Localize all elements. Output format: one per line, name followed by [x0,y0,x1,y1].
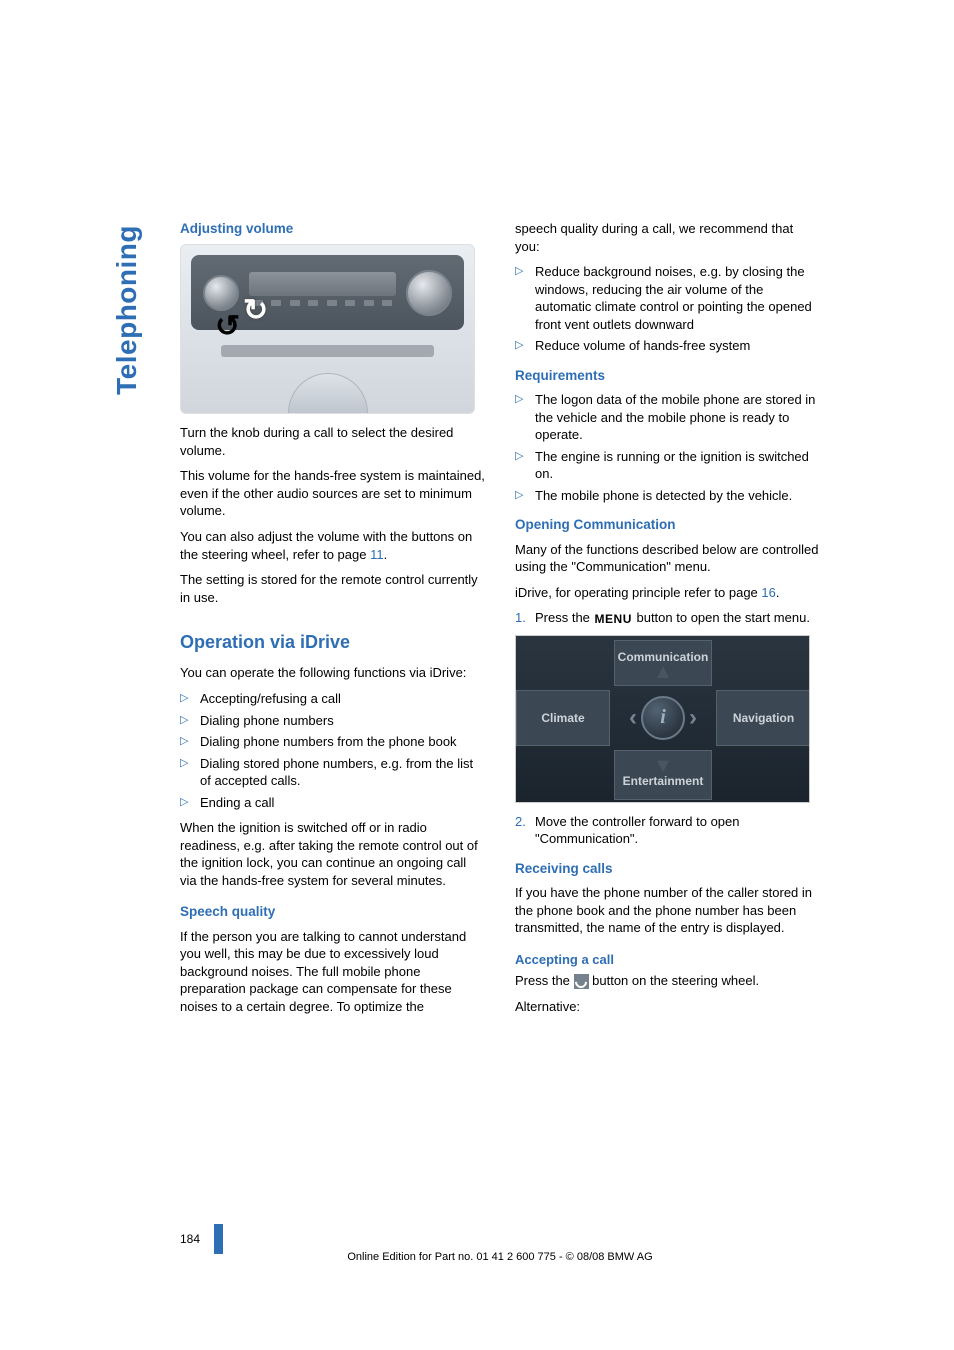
volume-arrow-ccw-icon: ↺ [215,307,240,348]
para-operate-functions: You can operate the following functions … [180,664,485,682]
para-accept-press: Press the button on the steering wheel. [515,972,820,990]
radio-cd-slot [221,345,434,357]
list-item: The logon data of the mobile phone are s… [515,391,820,444]
heading-receiving-calls: Receiving calls [515,860,820,878]
phone-button-icon [574,974,589,989]
radio-display [249,272,396,296]
para-speech-cont: speech quality during a call, we recomme… [515,220,820,255]
para-accept-alternative: Alternative: [515,998,820,1016]
chevron-left-icon: ‹ [629,702,637,734]
heading-speech-quality: Speech quality [180,903,485,921]
list-idrive-functions: Accepting/refusing a call Dialing phone … [180,690,485,811]
steps-open-communication: Press the MENU button to open the start … [515,609,820,627]
heading-operation-idrive: Operation via iDrive [180,630,485,654]
list-speech-recommend: Reduce background noises, e.g. by closin… [515,263,820,355]
list-item: Dialing phone numbers [180,712,485,730]
arrow-down-icon: ▼ [653,761,673,771]
volume-arrow-cw-icon: ↻ [243,291,268,332]
heading-accepting-call: Accepting a call [515,951,820,969]
menu-cell-climate: Climate [516,690,610,746]
heading-adjusting-volume: Adjusting volume [180,220,485,238]
list-item: Dialing stored phone numbers, e.g. from … [180,755,485,790]
list-item: Ending a call [180,794,485,812]
link-page-16[interactable]: 16 [761,585,775,600]
para-speech-quality: If the person you are talking to cannot … [180,928,485,1016]
para-steering-wheel: You can also adjust the volume with the … [180,528,485,563]
steps-open-communication-2: Move the controller forward to open "Com… [515,813,820,848]
left-column: Adjusting volume ↻ [180,220,485,1023]
heading-requirements: Requirements [515,367,820,385]
list-item: Reduce background noises, e.g. by closin… [515,263,820,333]
para-setting-stored: The setting is stored for the remote con… [180,571,485,606]
right-column: speech quality during a call, we recomme… [515,220,820,1023]
figure-idrive-menu: Communication ▲ Climate ‹ i › Navigation… [515,635,810,803]
list-item: The engine is running or the ignition is… [515,448,820,483]
step-1: Press the MENU button to open the start … [515,609,820,627]
para-comm-functions: Many of the functions described below ar… [515,541,820,576]
para-volume-maintained: This volume for the hands-free system is… [180,467,485,520]
radio-bulge [288,373,368,413]
page-footer: 184 Online Edition for Part no. 01 41 2 … [180,1230,820,1260]
list-item: The mobile phone is detected by the vehi… [515,487,820,505]
list-item: Reduce volume of hands-free system [515,337,820,355]
page-content: Adjusting volume ↻ [110,220,830,1023]
arrow-up-icon: ▲ [653,667,673,677]
radio-volume-knob [203,275,239,311]
para-idrive-principle: iDrive, for operating principle refer to… [515,584,820,602]
menu-cell-center: ‹ i › [614,690,712,746]
idrive-knob-icon: i [641,696,685,740]
menu-cell-navigation: Navigation [716,690,810,746]
step-2: Move the controller forward to open "Com… [515,813,820,848]
para-turn-knob: Turn the knob during a call to select th… [180,424,485,459]
menu-button-icon: MENU [594,611,633,627]
figure-radio-volume: ↻ ↺ [180,244,475,414]
heading-opening-communication: Opening Communication [515,516,820,534]
chevron-right-icon: › [689,702,697,734]
footer-edition-line: Online Edition for Part no. 01 41 2 600 … [180,1250,820,1265]
list-item: Accepting/refusing a call [180,690,485,708]
menu-cell-entertainment: ▼ Entertainment [614,750,712,800]
para-receiving-calls: If you have the phone number of the call… [515,884,820,937]
link-page-11[interactable]: 11 [370,547,384,562]
list-item: Dialing phone numbers from the phone boo… [180,733,485,751]
list-requirements: The logon data of the mobile phone are s… [515,391,820,504]
radio-right-knob [406,270,452,316]
para-ignition-off: When the ignition is switched off or in … [180,819,485,889]
page-number: 184 [180,1231,200,1247]
menu-cell-communication: Communication ▲ [614,640,712,686]
